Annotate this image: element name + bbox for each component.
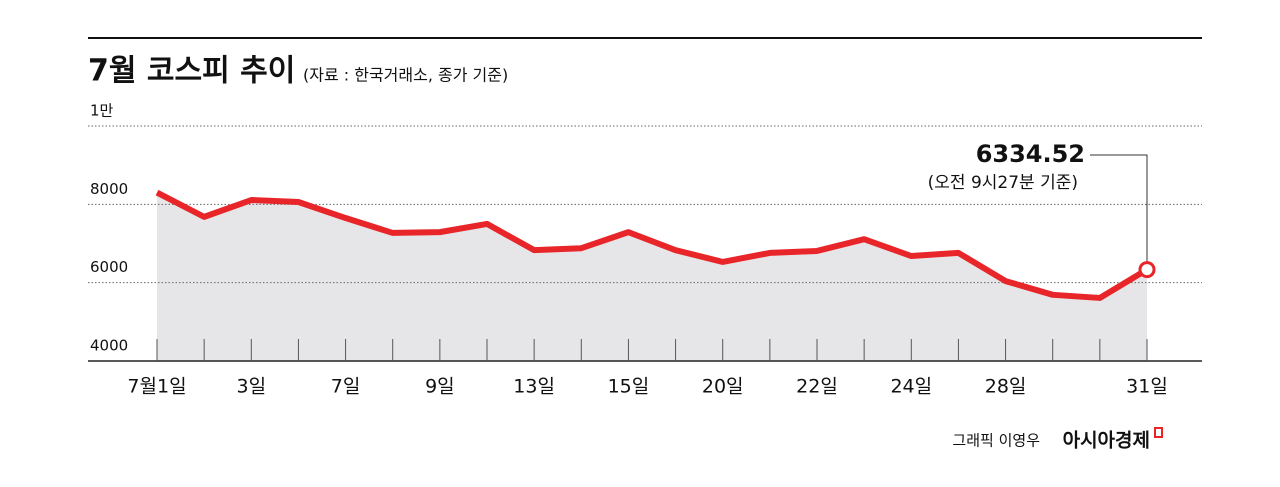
y-tick-label: 8000 <box>90 180 128 198</box>
brand-icon <box>1154 427 1163 438</box>
x-tick-label: 3일 <box>236 376 266 398</box>
x-tick-label: 7일 <box>331 376 361 398</box>
x-tick-label: 28일 <box>985 376 1027 398</box>
x-tick-label: 31일 <box>1126 376 1168 398</box>
value-label: 6334.52 <box>976 140 1085 168</box>
y-tick-label: 4000 <box>90 337 128 355</box>
x-tick-label: 20일 <box>702 376 744 398</box>
x-tick-label: 22일 <box>796 376 838 398</box>
x-tick-label: 7월1일 <box>127 376 186 398</box>
y-tick-label: 1만 <box>90 102 114 120</box>
leader-line <box>1090 154 1148 270</box>
line <box>155 189 1149 301</box>
x-tick-label: 13일 <box>513 376 555 398</box>
chart-title: 7월 코스피 추이 <box>88 54 295 89</box>
y-tick-label: 6000 <box>90 258 128 276</box>
chart-subtitle: (자료 : 한국거래소, 종가 기준) <box>303 66 508 85</box>
credit: 그래픽 이영우 <box>952 432 1040 450</box>
x-tick-label: 24일 <box>890 376 932 398</box>
annotation: (오전 9시27분 기준) <box>928 173 1078 193</box>
brand: 아시아경제 <box>1063 430 1150 452</box>
last-point <box>1138 261 1156 279</box>
x-tick-label: 9일 <box>425 376 455 398</box>
x-tick-label: 15일 <box>608 376 650 398</box>
